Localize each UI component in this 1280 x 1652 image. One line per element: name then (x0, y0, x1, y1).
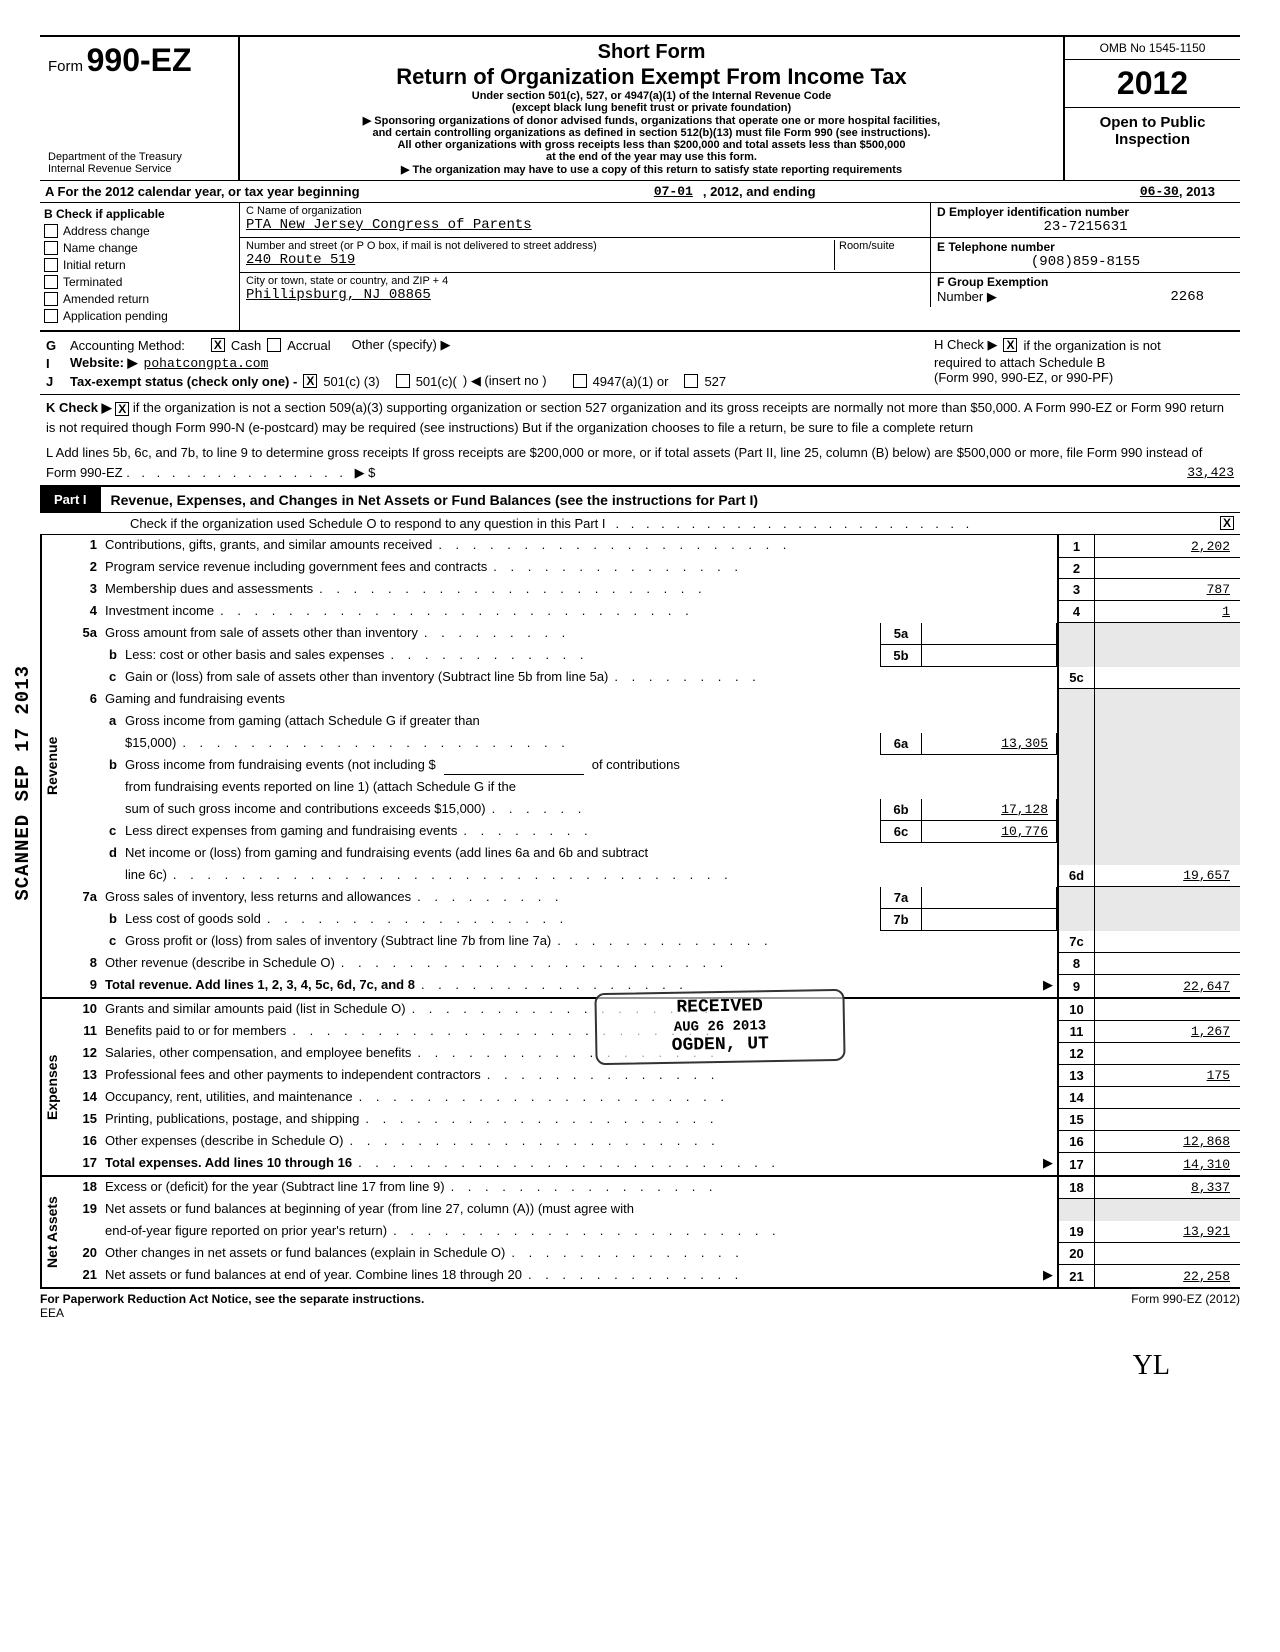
line-6b-value: 17,128 (922, 799, 1057, 821)
col-cdef: C Name of organization PTA New Jersey Co… (240, 203, 1240, 330)
group-exemption: 2268 (1170, 289, 1234, 305)
line-8-value (1095, 953, 1240, 975)
expenses-section: RECEIVED AUG 26 2013 OGDEN, UT Expenses … (40, 999, 1240, 1177)
title-return: Return of Organization Exempt From Incom… (250, 64, 1053, 90)
chk-501c[interactable] (396, 374, 410, 388)
line-5a-value (922, 623, 1057, 645)
schedule-o-check-row: Check if the organization used Schedule … (40, 513, 1240, 535)
chk-initial-return[interactable] (44, 258, 58, 272)
line-7c-value (1095, 931, 1240, 953)
line-4-value: 1 (1095, 601, 1240, 623)
expenses-label: Expenses (40, 999, 70, 1175)
line-a-tax-year: A For the 2012 calendar year, or tax yea… (40, 180, 1240, 203)
chk-cash[interactable] (211, 338, 225, 352)
signature: YL (40, 1320, 1240, 1382)
city-state-zip: Phillipsburg, NJ 08865 (246, 287, 924, 303)
section-b-identity: B Check if applicable Address change Nam… (40, 203, 1240, 332)
title-box: Short Form Return of Organization Exempt… (240, 37, 1065, 180)
line-5b-value (922, 645, 1057, 667)
chk-k[interactable] (115, 402, 129, 416)
title-short-form: Short Form (250, 41, 1053, 64)
chk-application-pending[interactable] (44, 309, 58, 323)
line-20-value (1095, 1243, 1240, 1265)
line-21-value: 22,258 (1095, 1265, 1240, 1287)
chk-schedule-o[interactable] (1220, 516, 1234, 530)
net-assets-label: Net Assets (40, 1177, 70, 1287)
line-10-value (1095, 999, 1240, 1021)
section-k-l: K Check ▶ if the organization is not a s… (40, 394, 1240, 487)
chk-schedule-b[interactable] (1003, 338, 1017, 352)
website: pohatcongpta.com (144, 356, 269, 371)
chk-501c3[interactable] (303, 374, 317, 388)
chk-address-change[interactable] (44, 224, 58, 238)
ein: 23-7215631 (937, 219, 1234, 235)
line-7a-value (922, 887, 1057, 909)
line-19-value: 13,921 (1095, 1221, 1240, 1243)
tax-year-begin: 07-01 (654, 184, 693, 199)
telephone: (908)859-8155 (937, 254, 1234, 270)
revenue-section: Revenue 1Contributions, gifts, grants, a… (40, 535, 1240, 999)
chk-527[interactable] (684, 374, 698, 388)
line-15-value (1095, 1109, 1240, 1131)
line-17-total-expenses: 14,310 (1095, 1153, 1240, 1175)
tax-year-end: 06-30 (1140, 184, 1179, 199)
omb-number: OMB No 1545-1150 (1065, 37, 1240, 60)
line-2-value (1095, 557, 1240, 579)
chk-name-change[interactable] (44, 241, 58, 255)
year-box: OMB No 1545-1150 2012 Open to Public Ins… (1065, 37, 1240, 180)
line-6c-value: 10,776 (922, 821, 1057, 843)
line-9-total-revenue: 22,647 (1095, 975, 1240, 997)
scanned-stamp: SCANNED SEP 17 2013 (12, 665, 34, 901)
gross-receipts: 33,423 (1187, 463, 1234, 483)
revenue-label: Revenue (40, 535, 70, 997)
org-name: PTA New Jersey Congress of Parents (246, 217, 924, 233)
dept-line-1: Department of the Treasury (48, 151, 230, 163)
form-header: Form 990-EZ Department of the Treasury I… (40, 35, 1240, 180)
chk-accrual[interactable] (267, 338, 281, 352)
line-16-value: 12,868 (1095, 1131, 1240, 1153)
section-ghij: G Accounting Method: Cash Accrual Other … (40, 332, 1240, 394)
chk-4947[interactable] (573, 374, 587, 388)
line-3-value: 787 (1095, 579, 1240, 601)
line-7b-value (922, 909, 1057, 931)
open-to-public: Open to Public Inspection (1065, 107, 1240, 154)
form-number-box: Form 990-EZ Department of the Treasury I… (40, 37, 240, 180)
line-18-value: 8,337 (1095, 1177, 1240, 1199)
chk-amended[interactable] (44, 292, 58, 306)
chk-terminated[interactable] (44, 275, 58, 289)
line-11-value: 1,267 (1095, 1021, 1240, 1043)
line-5c-value (1095, 667, 1240, 689)
part-1-header: Part I Revenue, Expenses, and Changes in… (40, 487, 1240, 513)
col-b-checkboxes: B Check if applicable Address change Nam… (40, 203, 240, 330)
form-code: 990-EZ (87, 42, 192, 78)
tax-year: 2012 (1065, 60, 1240, 107)
dept-line-2: Internal Revenue Service (48, 163, 230, 175)
line-13-value: 175 (1095, 1065, 1240, 1087)
line-6a-value: 13,305 (922, 733, 1057, 755)
footer: For Paperwork Reduction Act Notice, see … (40, 1287, 1240, 1320)
net-assets-section: Net Assets 18Excess or (deficit) for the… (40, 1177, 1240, 1287)
line-6d-value: 19,657 (1095, 865, 1240, 887)
form-label: Form (48, 58, 83, 75)
street-address: 240 Route 519 (246, 252, 834, 268)
line-14-value (1095, 1087, 1240, 1109)
line-12-value (1095, 1043, 1240, 1065)
line-1-value: 2,202 (1095, 535, 1240, 557)
